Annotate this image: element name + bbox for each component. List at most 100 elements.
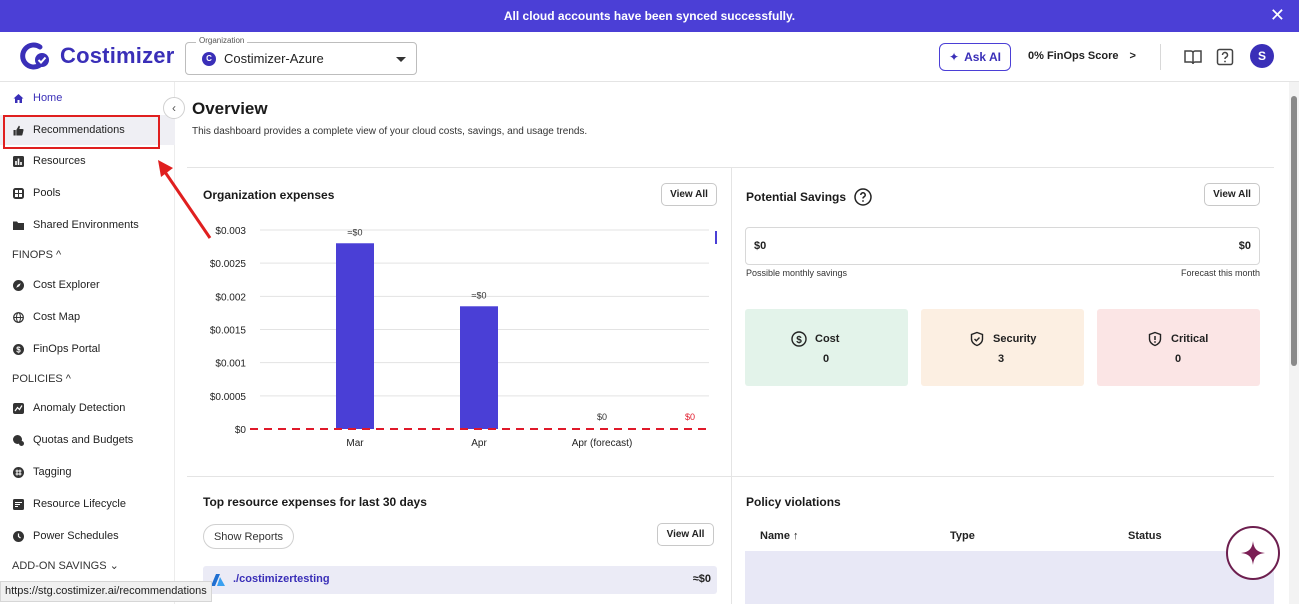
savings-card-critical[interactable]: Critical 0 [1097,309,1260,386]
x-tick-label: Apr [471,438,487,449]
scrollbar-thumb[interactable] [1291,96,1297,366]
sidebar-item-label: Resource Lifecycle [33,498,126,510]
org-expenses-title: Organization expenses [203,188,335,202]
avatar[interactable]: S [1250,44,1274,68]
globe-icon [13,311,24,323]
card-value: 0 [1175,353,1182,365]
sidebar-item-home[interactable]: Home [0,83,175,113]
ai-assistant-button[interactable] [1226,526,1280,580]
sidebar-item-label: Resources [33,155,86,167]
table-row[interactable]: ./costimizertesting ≈$0 [203,566,717,594]
column-header-type[interactable]: Type [950,530,975,542]
sidebar-item-resources[interactable]: Resources [0,146,175,176]
sidebar-item-quotas-and-budgets[interactable]: Quotas and Budgets [0,425,175,455]
folder-icon [13,220,24,231]
pools-icon [13,187,24,199]
policy-violations-title: Policy violations [746,495,841,509]
card-label: $ Cost [791,331,839,347]
sidebar-section-policies[interactable]: POLICIES ^ [12,373,71,385]
forecast-value: $0 [1238,240,1251,252]
scrollbar[interactable] [1289,82,1299,604]
sidebar-item-recommendations[interactable]: Recommendations [0,115,175,145]
column-header-status[interactable]: Status [1128,530,1162,542]
dollar-circle-icon: $ [13,343,24,355]
y-tick-label: $0.0025 [210,259,247,270]
banner-message: All cloud accounts have been synced succ… [503,9,796,23]
org-expenses-chart: $0.003 $0.0025 $0.002 $0.0015 $0.001 $0.0005 $… [210,226,709,449]
book-icon[interactable] [1183,47,1203,67]
sparkle-icon [1241,541,1265,565]
bar-chart-icon [13,155,24,167]
card-label-text: Security [993,333,1037,345]
organization-label: Organization [196,36,248,45]
sidebar-item-label: Anomaly Detection [33,402,126,414]
organization-value: Costimizer-Azure [224,51,324,66]
sidebar-item-power-schedules[interactable]: Power Schedules [0,521,175,551]
logo-text: Costimizer [60,43,175,68]
sidebar-section-addon-savings[interactable]: ADD-ON SAVINGS ⌄ [12,560,119,572]
close-icon[interactable]: ✕ [1269,5,1285,25]
bar [460,306,498,429]
potential-savings-header: Potential Savings [746,188,872,206]
dashboard-panels [187,167,1274,604]
annotation-arrow [158,160,212,239]
y-tick-label: $0.003 [215,226,246,237]
monthly-savings-value: $0 [754,240,767,252]
forecast-data-label: $0 [685,412,695,422]
column-header-name[interactable]: Name ↑ [760,530,799,542]
sidebar-item-cost-explorer[interactable]: Cost Explorer [0,270,175,300]
org-expenses-view-all-button[interactable]: View All [661,183,717,206]
show-reports-button[interactable]: Show Reports [203,524,294,549]
data-label: ≈$0 [472,290,487,300]
savings-card-security[interactable]: Security 3 [921,309,1084,386]
sidebar-section-finops[interactable]: FINOPS ^ [12,249,62,261]
clock-icon [13,530,24,542]
savings-card-cost[interactable]: $ Cost 0 [745,309,908,386]
card-value: 3 [998,353,1005,365]
sidebar-item-resource-lifecycle[interactable]: Resource Lifecycle [0,489,175,519]
y-tick-label: $0.002 [215,292,246,303]
quota-icon [13,434,24,446]
ask-ai-label: Ask AI [964,50,1001,64]
sidebar-item-tagging[interactable]: Tagging [0,457,175,487]
y-tick-label: $0.0015 [210,326,247,337]
logo[interactable]: Costimizer [18,41,174,71]
collapse-sidebar-button[interactable]: ‹ [163,97,185,119]
sidebar-item-label: Recommendations [33,124,125,136]
sidebar-item-label: Power Schedules [33,530,119,542]
sync-banner: All cloud accounts have been synced succ… [0,0,1299,32]
y-tick-label: $0.001 [215,359,246,370]
sidebar: Home Recommendations Resources Pools Sha… [0,82,175,604]
dollar-circle-icon: $ [791,331,807,347]
help-circle-icon[interactable] [854,188,872,206]
top-resources-view-all-button[interactable]: View All [657,523,714,546]
panel-divider-horizontal [187,476,1274,477]
ask-ai-button[interactable]: ✦ Ask AI [939,43,1011,71]
top-bar: Costimizer Organization C Costimizer-Azu… [0,32,1299,82]
sidebar-item-label: Home [33,92,63,104]
sidebar-item-label: Pools [33,187,61,199]
organization-select[interactable]: Organization C Costimizer-Azure [185,36,417,75]
sidebar-item-pools[interactable]: Pools [0,178,175,208]
resource-name[interactable]: ./costimizertesting [233,573,330,585]
data-label: ≈$0 [348,227,363,237]
page-subtitle: This dashboard provides a complete view … [192,126,588,137]
card-label: Critical [1147,331,1208,347]
potential-savings-view-all-button[interactable]: View All [1204,183,1260,206]
lifecycle-icon [13,498,24,510]
y-tick-label: $0.0005 [210,392,247,403]
sidebar-item-cost-map[interactable]: Cost Map [0,302,175,332]
sidebar-item-finops-portal[interactable]: $ FinOps Portal [0,334,175,364]
sidebar-item-shared-environments[interactable]: Shared Environments [0,210,175,240]
header-divider [1160,44,1161,70]
x-tick-label: Mar [346,438,364,449]
finops-score-link[interactable]: 0% FinOps Score > [1028,50,1136,62]
sidebar-item-anomaly-detection[interactable]: Anomaly Detection [0,393,175,423]
sidebar-item-label: Quotas and Budgets [33,434,134,446]
help-icon[interactable] [1215,47,1235,67]
bar [336,243,374,429]
data-label: $0 [597,412,607,422]
sidebar-item-label: Shared Environments [33,219,139,231]
svg-text:$: $ [16,345,21,354]
chevron-right-icon: > [1129,50,1136,62]
